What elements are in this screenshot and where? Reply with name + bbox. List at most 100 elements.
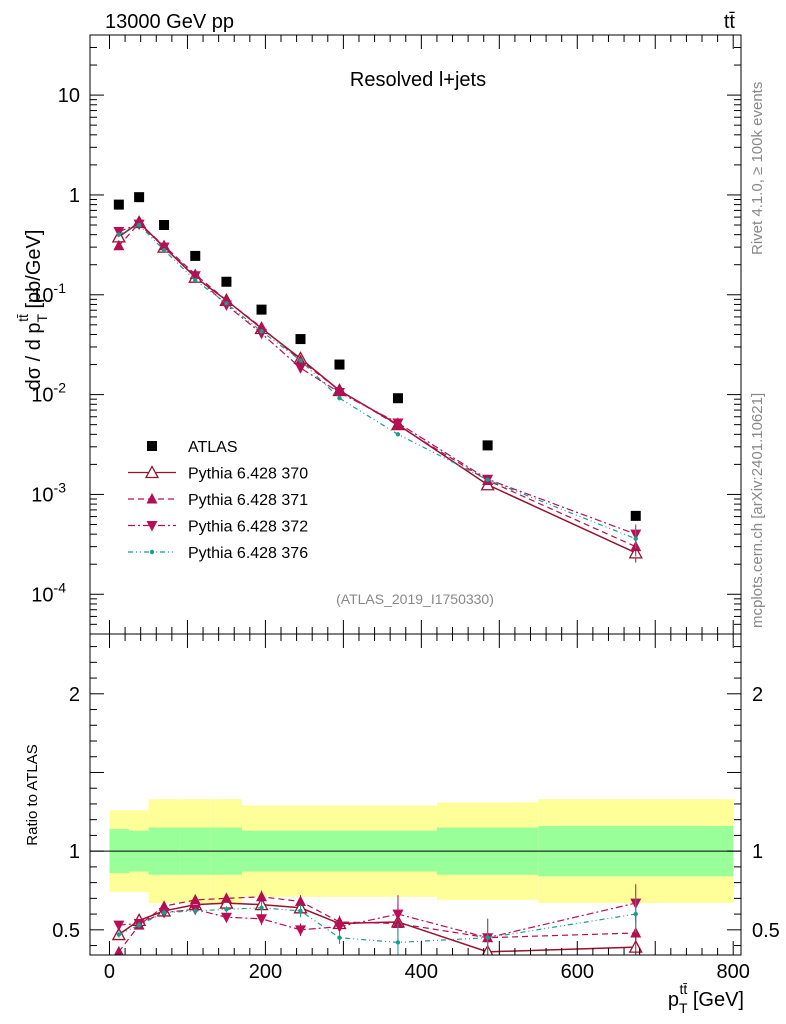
ratio-point xyxy=(116,932,122,937)
svg-text:pTtt̄ [GeV]: pTtt̄ [GeV] xyxy=(668,981,744,1016)
ratio-data xyxy=(111,884,643,955)
data-point xyxy=(337,396,342,401)
ratio-point xyxy=(220,912,232,924)
legend-marker xyxy=(147,441,157,451)
ratio-y-tick-label-right: 0.5 xyxy=(752,920,780,942)
legend-marker xyxy=(146,493,158,504)
data-point xyxy=(113,227,125,238)
data-point xyxy=(190,250,201,261)
data-point xyxy=(136,222,142,228)
legend: ATLAS Pythia 6.428 370 Pythia 6.428 371 Pyt… xyxy=(128,439,308,562)
main-x-ticks xyxy=(108,35,734,634)
x-axis-title: pTtt̄ [GeV] xyxy=(668,981,744,1016)
ratio-y-ticks: 0.5 0.5 1 1 2 2 xyxy=(52,646,780,947)
data-point xyxy=(193,277,198,283)
ratio-point xyxy=(113,920,125,932)
energy-label: 13000 GeV pp xyxy=(105,11,234,33)
data-point xyxy=(295,363,307,374)
ratio-y-tick-label: 0.5 xyxy=(52,920,80,942)
data-point xyxy=(220,300,232,311)
ratio-point xyxy=(337,935,342,940)
data-point xyxy=(161,247,167,253)
data-point xyxy=(116,232,122,237)
ratio-panel: 0.5 0.51 12 2 0 200 400 600 800 Ratio to ATLAS … xyxy=(24,633,780,1016)
data-point xyxy=(113,199,124,210)
ratio-y-tick-label: 1 xyxy=(69,841,80,863)
data-point xyxy=(395,432,401,437)
legend-label: Pythia 6.428 370 xyxy=(188,466,308,483)
ratio-point xyxy=(114,945,124,955)
main-panel: 10-4 10-3 10-2 10-1 1 10 Resolved l+jets (ATL… xyxy=(15,34,742,635)
main-data xyxy=(111,192,643,563)
data-point xyxy=(158,242,170,254)
legend-label: Pythia 6.428 371 xyxy=(188,492,308,509)
ratio-point xyxy=(298,908,303,914)
y-tick-label: 10-3 xyxy=(31,479,66,506)
data-point xyxy=(134,192,145,203)
data-point xyxy=(221,276,232,287)
data-point xyxy=(392,393,403,404)
x-tick-label: 400 xyxy=(405,961,438,983)
legend-marker xyxy=(146,521,158,532)
ratio-point xyxy=(220,892,232,903)
ratio-point xyxy=(395,940,401,945)
ratio-point xyxy=(392,909,404,921)
ratio-point xyxy=(633,911,638,917)
source-label: mcplots.cern.ch [arXiv:2401.10621] xyxy=(749,393,766,628)
y-tick-label: 10 xyxy=(58,85,80,107)
x-tick-label: 800 xyxy=(717,961,750,983)
data-point xyxy=(630,510,641,521)
x-tick-label: 200 xyxy=(249,961,282,983)
ratio-y-tick-label: 2 xyxy=(69,684,80,706)
x-tick-label: 600 xyxy=(561,961,594,983)
data-point xyxy=(485,477,490,483)
data-point xyxy=(295,334,306,345)
ratio-point xyxy=(256,914,268,925)
main-y-ticks: 10-4 10-3 10-2 10-1 1 10 xyxy=(31,34,741,635)
main-y-axis-title: dσ / d pTtt̄ [pb/GeV] xyxy=(15,230,50,391)
ratio-point xyxy=(224,907,229,912)
data-point xyxy=(159,219,170,230)
data-point xyxy=(224,301,229,306)
ratio-point xyxy=(333,922,345,933)
y-tick-label: 10-1 xyxy=(31,280,66,307)
data-point xyxy=(256,304,267,315)
process-label: tt̄ xyxy=(724,11,736,33)
ratio-point xyxy=(295,925,307,936)
ratio-y-axis-title: Ratio to ATLAS xyxy=(24,744,41,845)
ratio-y-tick-label-right: 1 xyxy=(752,841,763,863)
legend-label: Pythia 6.428 376 xyxy=(188,545,308,562)
ratio-point xyxy=(189,893,201,905)
ratio-point xyxy=(256,890,268,902)
ratio-uncertainty-bands xyxy=(90,799,741,904)
data-point xyxy=(256,328,268,340)
data-point xyxy=(113,239,125,251)
legend-marker xyxy=(149,549,155,555)
data-point xyxy=(259,329,264,334)
data-point xyxy=(298,358,303,363)
legend-marker xyxy=(144,465,160,479)
data-point xyxy=(333,387,345,399)
svg-text:dσ / d pTtt̄ [pb/GeV]: dσ / d pTtt̄ [pb/GeV] xyxy=(15,230,50,391)
analysis-label: (ATLAS_2019_I1750330) xyxy=(336,591,494,607)
ratio-point xyxy=(485,935,490,940)
ratio-point xyxy=(161,910,167,915)
rivet-label: Rivet 4.1.0, ≥ 100k events xyxy=(749,82,766,255)
y-tick-label: 10-2 xyxy=(31,380,66,407)
data-point xyxy=(633,536,638,541)
ratio-point xyxy=(295,895,307,906)
x-tick-label: 0 xyxy=(104,961,115,983)
ratio-x-ticks: 0 200 400 600 800 xyxy=(104,634,750,983)
data-point xyxy=(334,359,345,370)
ratio-frame xyxy=(89,633,742,956)
y-tick-label: 10-4 xyxy=(31,579,66,606)
data-point xyxy=(189,271,201,282)
legend-label: Pythia 6.428 372 xyxy=(188,519,308,536)
ratio-y-tick-label-right: 2 xyxy=(752,684,763,706)
plot-title: Resolved l+jets xyxy=(350,69,486,91)
ratio-point xyxy=(259,905,264,910)
y-tick-label: 1 xyxy=(69,185,80,207)
legend-label: ATLAS xyxy=(188,439,238,456)
data-point xyxy=(482,440,493,451)
